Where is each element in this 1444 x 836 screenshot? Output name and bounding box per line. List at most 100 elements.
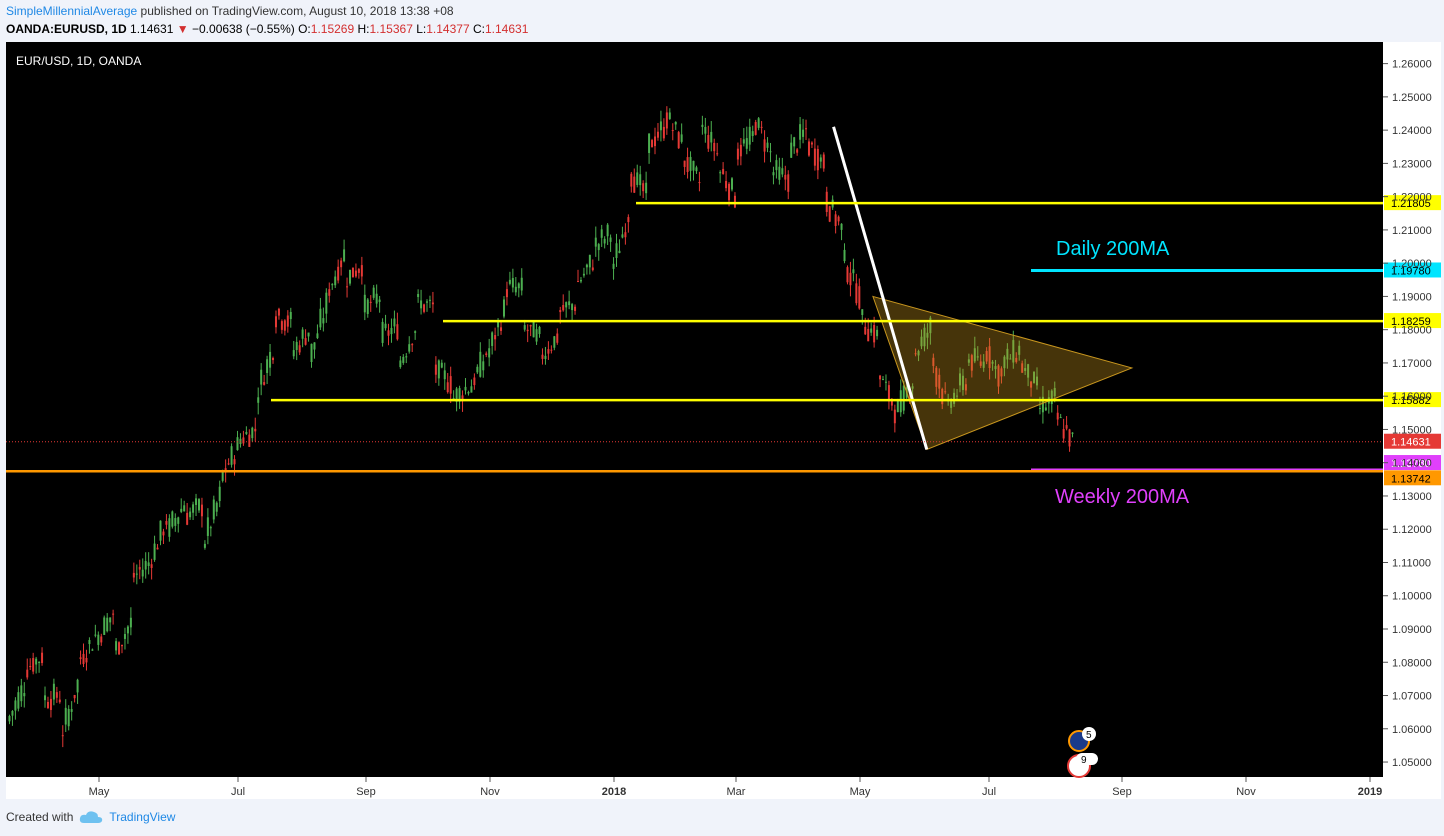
candle-down (677, 132, 680, 149)
candle-up (615, 243, 618, 258)
candle-up (621, 234, 624, 238)
candle-up (106, 617, 109, 632)
candle-up (523, 325, 526, 330)
candle-up (1027, 364, 1030, 378)
candle-down (1068, 429, 1071, 447)
price-change: −0.00638 (−0.55%) (192, 22, 295, 36)
candle-up (301, 329, 304, 339)
candle-down (810, 142, 813, 145)
candle-up (203, 543, 206, 548)
candle-up (517, 283, 520, 289)
candle-down (112, 613, 115, 615)
candle-down (150, 564, 153, 568)
candle-up (802, 129, 805, 137)
candle-up (183, 505, 186, 512)
y-tick-label: 1.18000 (1392, 325, 1432, 337)
candle-down (283, 320, 286, 331)
candle-down (286, 315, 289, 327)
candle-up (381, 321, 384, 343)
y-tick-label: 1.05000 (1392, 757, 1432, 769)
price-label-text: 1.15882 (1391, 395, 1431, 407)
candle-up (961, 375, 964, 390)
candle-up (20, 685, 23, 702)
candle-up (582, 273, 585, 276)
candle-down (988, 346, 991, 369)
y-tick-label: 1.24000 (1392, 125, 1432, 137)
candle-up (307, 332, 310, 337)
candle-up (91, 649, 94, 651)
event-count-5: 5 (1086, 730, 1092, 741)
candle-up (334, 276, 337, 286)
candle-up (568, 301, 571, 306)
candle-up (218, 486, 221, 502)
candle-up (769, 151, 772, 153)
candle-up (799, 124, 802, 140)
price-label-box (1384, 262, 1441, 278)
candle-down (944, 391, 947, 393)
candle-up (967, 359, 970, 363)
candle-up (609, 237, 612, 242)
candle-up (316, 333, 319, 339)
candle-down (340, 260, 343, 268)
candle-up (870, 328, 873, 333)
candle-up (861, 309, 864, 315)
candle-down (494, 335, 497, 340)
candle-down (446, 382, 449, 393)
candle-down (26, 669, 29, 678)
candle-up (177, 517, 180, 524)
candle-up (766, 142, 769, 148)
candle-down (49, 698, 52, 710)
y-tick-label: 1.10000 (1392, 591, 1432, 603)
tradingview-brand-link[interactable]: TradingView (109, 810, 176, 824)
candle-up (64, 707, 67, 725)
candle-up (452, 398, 455, 400)
candle-up (147, 562, 150, 567)
candle-down (654, 136, 657, 147)
candle-down (662, 126, 665, 139)
candle-down (849, 272, 852, 286)
candle-down (879, 375, 882, 380)
candle-down (807, 141, 810, 156)
candle-up (310, 343, 313, 363)
price-chart[interactable]: 1.21805 1.19780 1.18259 1.15882 1.14631 1.137… (0, 42, 1444, 802)
candle-up (745, 138, 748, 149)
candle-down (822, 154, 825, 169)
y-tick-label: 1.21000 (1392, 225, 1432, 237)
candle-down (651, 140, 654, 148)
candle-up (668, 112, 671, 119)
candle-down (686, 157, 689, 173)
candle-down (805, 128, 808, 130)
author-link[interactable]: SimpleMillennialAverage (6, 4, 138, 18)
candle-down (248, 434, 251, 447)
y-tick-label: 1.16000 (1392, 391, 1432, 403)
candle-down (132, 572, 135, 578)
triangle-pattern (872, 295, 1134, 451)
candle-up (719, 172, 722, 174)
economic-event-badges[interactable]: 5 9 (1067, 727, 1098, 778)
candle-up (896, 399, 899, 413)
candle-up (1071, 432, 1074, 434)
candle-down (360, 265, 363, 277)
candle-up (251, 427, 254, 439)
candle-up (645, 182, 648, 194)
candle-up (467, 392, 470, 394)
candle-up (612, 263, 615, 269)
candle-up (206, 517, 209, 536)
candle-down (867, 328, 870, 342)
candle-up (212, 499, 215, 520)
candle-down (505, 289, 508, 298)
candle-down (627, 217, 630, 223)
candle-down (434, 364, 437, 375)
candle-up (680, 134, 683, 142)
candle-up (994, 366, 997, 370)
symbol-name: OANDA:EURUSD, 1D (6, 22, 127, 36)
candle-down (224, 468, 227, 472)
candle-up (405, 356, 408, 358)
candle-up (425, 301, 428, 303)
candle-down (263, 382, 266, 385)
candle-up (366, 299, 369, 314)
price-label-box (1384, 470, 1441, 486)
candle-down (846, 267, 849, 283)
candle-up (1059, 417, 1062, 419)
candle-up (491, 332, 494, 346)
